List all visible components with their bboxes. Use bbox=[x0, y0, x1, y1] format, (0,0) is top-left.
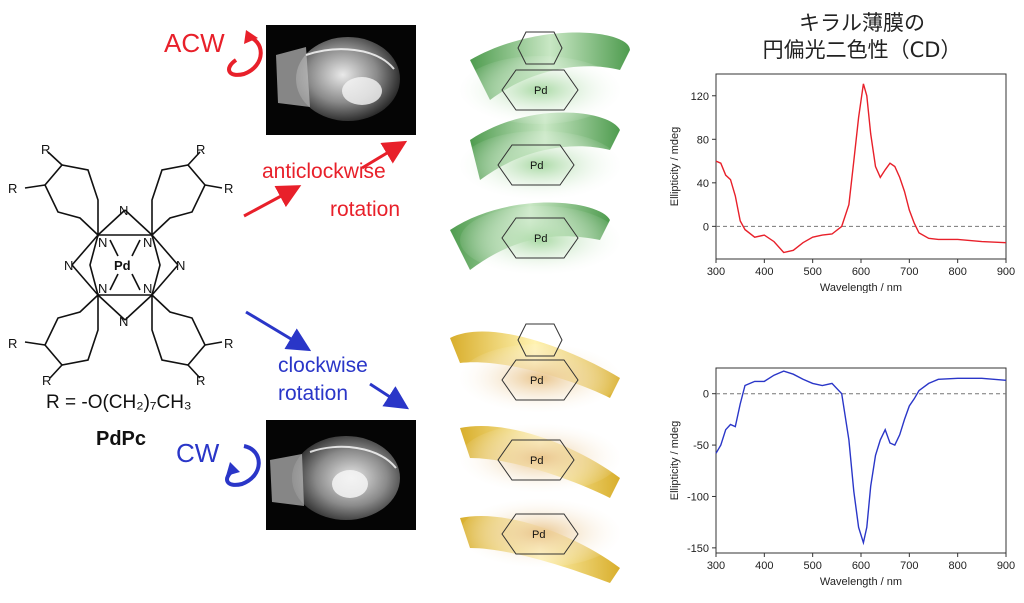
chart1-y-tick-label-1: 40 bbox=[697, 178, 709, 190]
chart2-y-tick-label-2: -100 bbox=[687, 491, 709, 503]
flask-image-cw bbox=[270, 436, 400, 520]
chart2-x-tick-label-0: 300 bbox=[707, 560, 725, 572]
r-label-8: R bbox=[196, 373, 205, 388]
pd-label-yellow-1: Pd bbox=[530, 375, 543, 387]
chart2-x-axis-label: Wavelength / nm bbox=[820, 576, 902, 588]
chart2-y-tick-label-3: -150 bbox=[687, 543, 709, 555]
chart2-x-tick-label-1: 400 bbox=[755, 560, 773, 572]
n-pyrrole-1: N bbox=[98, 235, 107, 250]
n-meso-top: N bbox=[119, 203, 128, 218]
flask-photo-cw bbox=[266, 420, 416, 530]
pd-label-yellow-2: Pd bbox=[530, 455, 543, 467]
r-group-definition: R = -O(CH₂)₇CH₃ bbox=[46, 392, 192, 413]
n-meso-bottom: N bbox=[119, 314, 128, 329]
n-pyrrole-2: N bbox=[143, 235, 152, 250]
r-label-5: R bbox=[8, 336, 17, 351]
pdpc-structure: R R R R R R R R N N N N N N N N Pd bbox=[8, 142, 233, 388]
arrow-to-green-helix-1 bbox=[243, 185, 302, 218]
chart1-y-tick-label-3: 120 bbox=[691, 91, 709, 103]
compound-name: PdPc bbox=[96, 428, 147, 450]
cd-spectrum-anticlockwise: 300 400 500 600 700 800 900 0 40 80 120 Wavelength … bbox=[669, 73, 1015, 293]
arrow-to-yellow-helix-1 bbox=[245, 310, 312, 352]
chart1-x-tick-label-4: 700 bbox=[900, 266, 918, 278]
pd-label-green-1: Pd bbox=[534, 85, 547, 97]
chart1-x-tick-label-3: 600 bbox=[852, 266, 870, 278]
chart1-y-axis-label: Ellipticity / mdeg bbox=[669, 127, 681, 206]
chart2-x-tick-label-4: 700 bbox=[900, 560, 918, 572]
pd-center: Pd bbox=[114, 258, 131, 273]
n-pyrrole-4: N bbox=[143, 281, 152, 296]
pd-label-green-2: Pd bbox=[530, 160, 543, 172]
chart1-y-tick-label-2: 80 bbox=[697, 134, 709, 146]
chart1-series-line-0 bbox=[715, 83, 1007, 254]
pd-label-yellow-3: Pd bbox=[532, 529, 545, 541]
chart1-x-tick-label-1: 400 bbox=[755, 266, 773, 278]
anticlockwise-label: anticlockwise bbox=[262, 160, 386, 183]
r-label-2: R bbox=[8, 181, 17, 196]
acw-label: ACW bbox=[164, 28, 225, 58]
pd-label-green-3: Pd bbox=[534, 233, 547, 245]
chart2-x-tick-label-3: 600 bbox=[852, 560, 870, 572]
arrow-to-yellow-helix-2 bbox=[369, 382, 410, 410]
yellow-helix-assembly: Pd Pd Pd bbox=[450, 323, 620, 583]
chart1-x-tick-label-5: 800 bbox=[948, 266, 966, 278]
cd-title-line-1: キラル薄膜の bbox=[799, 11, 925, 35]
chart2-y-tick-label-0: 0 bbox=[703, 389, 709, 401]
pdpc-atoms: R R R R R R R R N N N N N N N N Pd bbox=[8, 142, 233, 388]
chart2-x-tick-label-2: 500 bbox=[803, 560, 821, 572]
flask-image-acw bbox=[276, 37, 400, 121]
chart1-y-tick-label-0: 0 bbox=[703, 221, 709, 233]
n-meso-left: N bbox=[64, 258, 73, 273]
chart1-x-axis-label: Wavelength / nm bbox=[820, 282, 902, 293]
chart2-x-tick-label-6: 900 bbox=[997, 560, 1015, 572]
chart2-y-tick-label-1: -50 bbox=[693, 440, 709, 452]
r-label-1: R bbox=[41, 142, 50, 157]
arrow-to-green-helix-2 bbox=[361, 140, 408, 170]
cw-label: CW bbox=[176, 438, 220, 468]
pdpc-bonds bbox=[24, 151, 223, 379]
chart2-x-tick-label-5: 800 bbox=[948, 560, 966, 572]
chart1-x-tick-label-2: 500 bbox=[803, 266, 821, 278]
r-label-3: R bbox=[196, 142, 205, 157]
cw-rotation-icon bbox=[225, 444, 261, 487]
flask-photo-acw bbox=[266, 25, 416, 135]
cd-title-line-2: 円偏光二色性（CD） bbox=[762, 38, 962, 62]
chart2-series-line-0 bbox=[715, 370, 1007, 546]
r-label-7: R bbox=[224, 336, 233, 351]
rotation-label-bottom: rotation bbox=[278, 382, 349, 405]
chart1-x-tick-label-0: 300 bbox=[707, 266, 725, 278]
clockwise-label: clockwise bbox=[278, 354, 368, 377]
acw-rotation-icon bbox=[227, 30, 263, 77]
arrows-layer bbox=[243, 140, 410, 410]
n-pyrrole-3: N bbox=[98, 281, 107, 296]
r-label-4: R bbox=[224, 181, 233, 196]
chart1-x-tick-label-6: 900 bbox=[997, 266, 1015, 278]
n-meso-right: N bbox=[176, 258, 185, 273]
chart2-y-axis-label: Ellipticity / mdeg bbox=[669, 421, 681, 500]
r-label-6: R bbox=[42, 373, 51, 388]
cd-spectrum-clockwise: 300 400 500 600 700 800 900 0 -50 -100 -150 Wavelen… bbox=[669, 367, 1015, 588]
green-helix-assembly: Pd Pd Pd bbox=[450, 31, 630, 274]
rotation-label-top: rotation bbox=[330, 198, 401, 221]
chart2-plot-frame bbox=[715, 367, 1007, 554]
